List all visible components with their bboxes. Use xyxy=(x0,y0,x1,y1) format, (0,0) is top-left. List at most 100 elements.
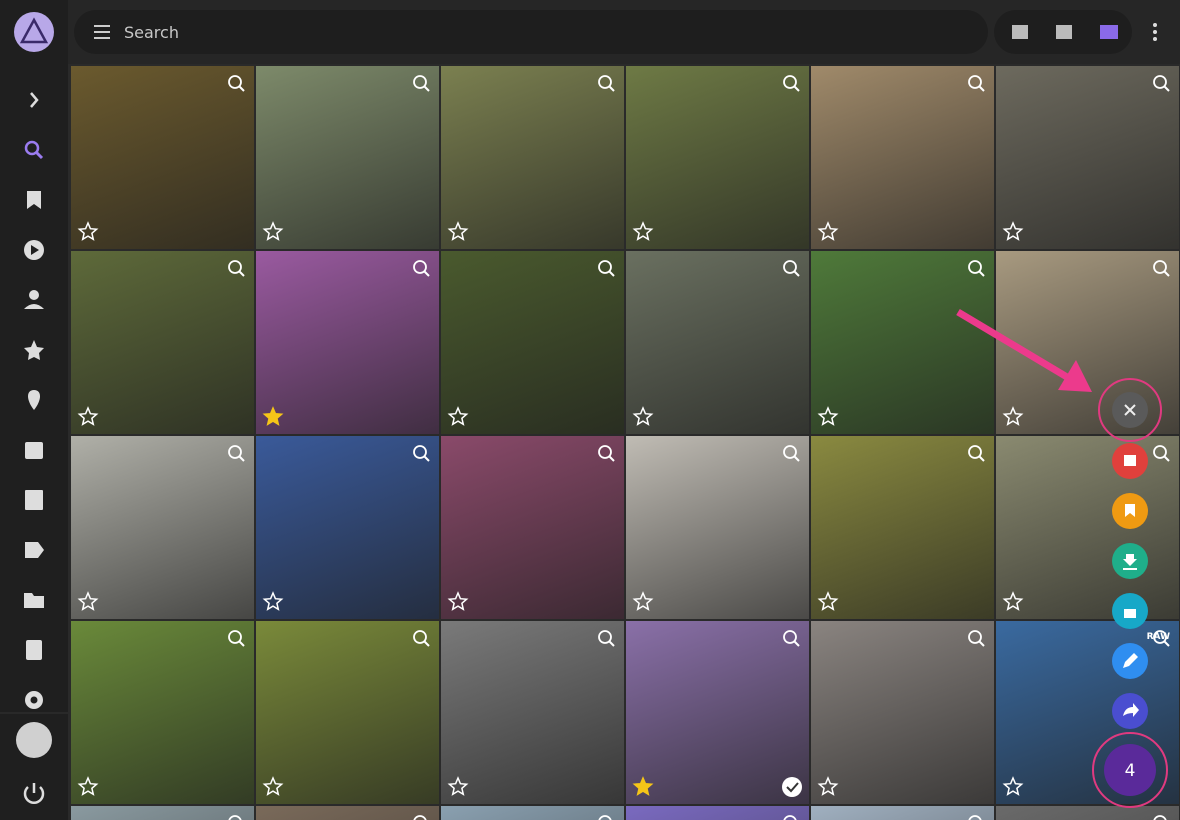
search-nav-icon[interactable] xyxy=(24,140,40,156)
search-field[interactable]: Search xyxy=(74,10,988,54)
photo-tile[interactable]: RAW xyxy=(996,621,1179,804)
zoom-icon[interactable] xyxy=(413,445,427,459)
photo-tile[interactable] xyxy=(441,436,624,619)
photo-tile[interactable] xyxy=(811,436,994,619)
zoom-icon[interactable] xyxy=(1153,815,1167,820)
zoom-icon[interactable] xyxy=(783,445,797,459)
zoom-icon[interactable] xyxy=(598,445,612,459)
photo-tile[interactable] xyxy=(626,66,809,249)
photo-tile[interactable] xyxy=(256,66,439,249)
favorite-star[interactable] xyxy=(817,221,839,241)
photo-tile[interactable] xyxy=(71,621,254,804)
favorite-star[interactable] xyxy=(817,591,839,611)
favorite-star[interactable] xyxy=(632,406,654,426)
zoom-icon[interactable] xyxy=(598,630,612,644)
photo-tile[interactable] xyxy=(811,806,994,820)
places-icon[interactable] xyxy=(28,390,40,410)
photo-tile[interactable] xyxy=(256,621,439,804)
avatar[interactable] xyxy=(16,722,52,758)
photo-tile[interactable] xyxy=(441,66,624,249)
zoom-icon[interactable] xyxy=(1153,260,1167,274)
favorite-star[interactable] xyxy=(1002,591,1024,611)
favorite-star[interactable] xyxy=(262,776,284,796)
cards-view[interactable] xyxy=(1012,25,1028,39)
favorite-star[interactable] xyxy=(77,776,99,796)
zoom-icon[interactable] xyxy=(413,815,427,820)
zoom-icon[interactable] xyxy=(413,260,427,274)
zoom-icon[interactable] xyxy=(598,75,612,89)
folders-icon[interactable] xyxy=(24,593,44,608)
favorites-icon[interactable] xyxy=(24,340,44,360)
zoom-icon[interactable] xyxy=(228,815,242,820)
photo-tile[interactable] xyxy=(996,66,1179,249)
zoom-icon[interactable] xyxy=(783,75,797,89)
favorite-star[interactable] xyxy=(447,406,469,426)
favorite-star[interactable] xyxy=(77,406,99,426)
zoom-icon[interactable] xyxy=(968,445,982,459)
photo-tile[interactable] xyxy=(71,66,254,249)
logout-icon[interactable] xyxy=(23,786,45,804)
menu-icon[interactable] xyxy=(1150,22,1160,42)
zoom-icon[interactable] xyxy=(1153,630,1167,644)
zoom-icon[interactable] xyxy=(968,815,982,820)
zoom-icon[interactable] xyxy=(968,630,982,644)
favorite-star[interactable] xyxy=(1002,221,1024,241)
expand-icon[interactable] xyxy=(30,92,39,108)
favorite-star[interactable] xyxy=(262,221,284,241)
labels-icon[interactable] xyxy=(25,542,44,558)
mosaic-view[interactable] xyxy=(1100,25,1118,39)
favorite-star[interactable] xyxy=(1002,776,1024,796)
photo-tile[interactable] xyxy=(256,436,439,619)
zoom-icon[interactable] xyxy=(968,260,982,274)
zoom-icon[interactable] xyxy=(228,260,242,274)
photo-tile[interactable] xyxy=(441,806,624,820)
photo-tile[interactable] xyxy=(996,806,1179,820)
photo-tile[interactable] xyxy=(811,66,994,249)
photo-tile[interactable] xyxy=(811,251,994,434)
photo-tile[interactable] xyxy=(626,436,809,619)
photo-tile[interactable] xyxy=(996,251,1179,434)
favorite-star[interactable] xyxy=(632,776,654,796)
zoom-icon[interactable] xyxy=(228,445,242,459)
list-view[interactable] xyxy=(1056,25,1072,39)
zoom-icon[interactable] xyxy=(228,75,242,89)
zoom-icon[interactable] xyxy=(783,815,797,820)
zoom-icon[interactable] xyxy=(783,630,797,644)
zoom-icon[interactable] xyxy=(228,630,242,644)
photo-tile[interactable] xyxy=(441,621,624,804)
photo-tile[interactable] xyxy=(71,806,254,820)
zoom-icon[interactable] xyxy=(968,75,982,89)
photo-tile[interactable] xyxy=(256,806,439,820)
photo-tile[interactable] xyxy=(626,621,809,804)
favorite-star[interactable] xyxy=(77,221,99,241)
favorite-star[interactable] xyxy=(1002,406,1024,426)
photo-tile[interactable] xyxy=(811,621,994,804)
photo-tile[interactable] xyxy=(996,436,1179,619)
favorite-star[interactable] xyxy=(262,406,284,426)
zoom-icon[interactable] xyxy=(413,630,427,644)
calendar-icon[interactable] xyxy=(25,442,43,459)
favorite-star[interactable] xyxy=(817,406,839,426)
zoom-icon[interactable] xyxy=(783,260,797,274)
library-icon[interactable] xyxy=(26,640,42,660)
filter-icon[interactable] xyxy=(92,22,112,42)
favorite-star[interactable] xyxy=(262,591,284,611)
photo-tile[interactable] xyxy=(626,251,809,434)
zoom-icon[interactable] xyxy=(413,75,427,89)
favorite-star[interactable] xyxy=(817,776,839,796)
zoom-icon[interactable] xyxy=(1153,445,1167,459)
favorite-star[interactable] xyxy=(632,221,654,241)
favorite-star[interactable] xyxy=(447,221,469,241)
photo-tile[interactable] xyxy=(71,251,254,434)
photo-tile[interactable] xyxy=(626,806,809,820)
people-icon[interactable] xyxy=(29,290,39,300)
photo-tile[interactable] xyxy=(256,251,439,434)
bookmark-icon[interactable] xyxy=(27,191,41,209)
zoom-icon[interactable] xyxy=(1153,75,1167,89)
favorite-star[interactable] xyxy=(77,591,99,611)
favorite-star[interactable] xyxy=(632,591,654,611)
selected-check[interactable] xyxy=(782,777,802,797)
zoom-icon[interactable] xyxy=(598,815,612,820)
video-library-icon[interactable] xyxy=(25,490,43,510)
favorite-star[interactable] xyxy=(447,591,469,611)
